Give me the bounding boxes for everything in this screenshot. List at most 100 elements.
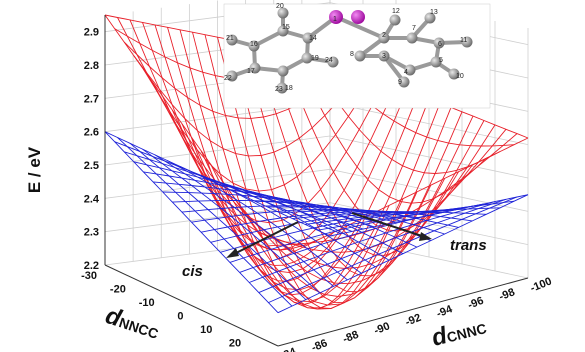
atom-label: 12: [392, 8, 400, 15]
atom: [389, 14, 401, 26]
mesh-line-v: [292, 51, 487, 204]
atom-label: 20: [276, 3, 284, 10]
cis-annotation: cis: [182, 263, 203, 280]
tick-labels: 2.22.32.42.52.62.72.82.9-30-20-100102030…: [81, 27, 553, 352]
atom: [448, 68, 460, 80]
x-tick-label: 0: [177, 311, 183, 323]
mesh-line-u: [277, 137, 529, 260]
atom-label: 21: [226, 35, 234, 42]
atom-label: 10: [456, 73, 464, 80]
atom-label: 5: [439, 57, 443, 64]
atom: [249, 62, 261, 74]
atom: [248, 40, 260, 52]
z-tick-label: 2.9: [84, 27, 99, 39]
axes: [104, 15, 529, 347]
atom: [354, 50, 366, 62]
x-tick-label: -30: [81, 270, 97, 282]
atom-label: 19: [311, 55, 319, 62]
nitrogen-atom: [329, 10, 343, 24]
atom: [327, 56, 339, 68]
trans-annotation: trans: [450, 237, 487, 254]
atom-label: 22: [224, 75, 232, 82]
trans-arrowhead: [419, 232, 432, 241]
atom: [276, 82, 288, 94]
y-tick-label: -96: [466, 295, 485, 312]
atom-label: 1: [333, 16, 337, 23]
cis-arrow: [231, 221, 299, 256]
bond: [334, 15, 386, 40]
atom: [378, 50, 390, 62]
y-axis-line: [277, 277, 529, 347]
atom: [302, 32, 314, 44]
atom-label: 6: [438, 41, 442, 48]
atom: [461, 36, 473, 48]
mesh-line-v: [317, 200, 515, 231]
mesh-line-v: [304, 207, 501, 225]
x-tick-label: 20: [229, 338, 241, 350]
atom-label: 13: [430, 9, 438, 16]
atom-label: 7: [412, 25, 416, 32]
mesh-line-v: [329, 194, 529, 237]
y-tick-label: -86: [310, 337, 329, 352]
y-tick-label: -94: [435, 303, 455, 320]
y-tick-label: -88: [341, 329, 360, 346]
atom-label: 23: [275, 86, 283, 93]
atom: [277, 7, 289, 19]
atom: [398, 76, 410, 88]
atom-label: 14: [309, 35, 317, 42]
x-tick-label: -20: [110, 284, 126, 296]
mesh-line-u: [277, 194, 529, 314]
z-axis-label: E / eV: [25, 146, 44, 193]
z-tick-label: 2.7: [84, 93, 99, 105]
nitrogen-atom: [351, 10, 365, 24]
z-tick-label: 2.4: [84, 193, 100, 205]
atom-label: 17: [247, 68, 255, 75]
atom-label: 15: [282, 24, 290, 31]
atom: [277, 65, 289, 77]
atom-label: 8: [350, 51, 354, 58]
x-tick-label: 10: [200, 324, 212, 336]
atom-label: 9: [398, 79, 402, 86]
atom: [378, 32, 390, 44]
z-tick-label: 2.8: [84, 60, 99, 72]
atom-label: 3: [382, 53, 386, 60]
z-tick-label: 2.6: [84, 127, 99, 139]
atom-label: 24: [325, 57, 333, 64]
y-tick-label: -84: [279, 345, 299, 352]
atom-label: 16: [250, 41, 258, 48]
atom: [301, 52, 313, 64]
mesh-line-u: [258, 129, 507, 253]
atom-label: 18: [285, 85, 293, 92]
x-tick-label: -10: [139, 297, 155, 309]
mesh-line-u: [143, 171, 375, 228]
atom: [406, 32, 418, 44]
y-tick-label: -98: [497, 286, 516, 303]
mesh-line-u: [268, 196, 518, 304]
mesh-line-v: [292, 211, 487, 220]
atom: [424, 12, 436, 24]
atom-label: 11: [460, 37, 467, 44]
z-tick-label: 2.2: [84, 260, 99, 272]
atom: [226, 70, 238, 82]
atom-label: 4: [404, 69, 408, 76]
y-tick-label: -100: [529, 275, 554, 294]
cis-arrowhead: [226, 248, 239, 258]
atom: [277, 25, 289, 37]
mesh-line-u: [114, 141, 342, 235]
atom: [226, 34, 238, 46]
atom-label: 2: [382, 32, 386, 39]
x-axis-line: [104, 264, 279, 347]
blue-surface-mesh: [104, 131, 529, 314]
y-tick-label: -90: [372, 320, 391, 337]
trans-arrow: [351, 212, 426, 238]
z-tick-label: 2.5: [84, 160, 99, 172]
atom: [430, 56, 442, 68]
atom: [433, 37, 445, 49]
y-tick-label: -92: [404, 312, 423, 329]
z-tick-label: 2.3: [84, 227, 99, 239]
mesh-line-u: [258, 198, 507, 294]
atom: [404, 64, 416, 76]
